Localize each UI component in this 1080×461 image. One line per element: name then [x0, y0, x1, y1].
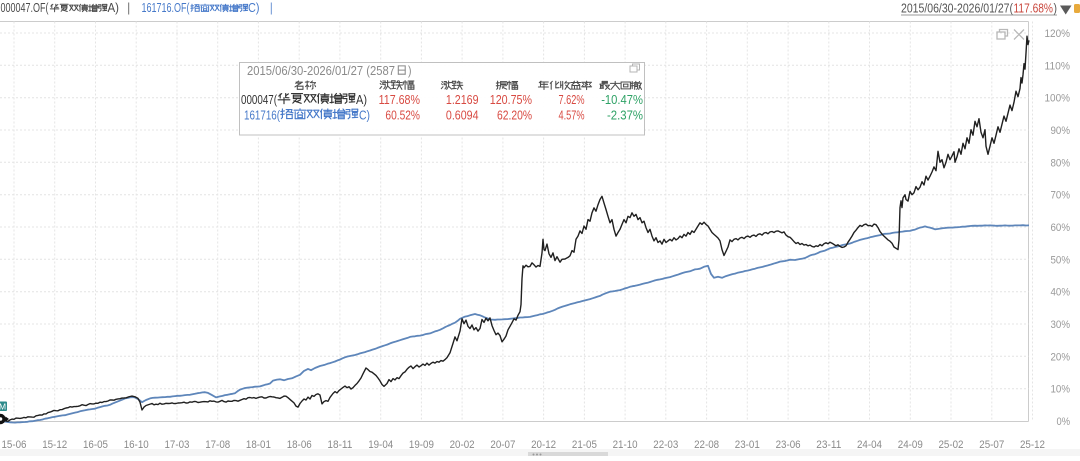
svg-text:60.52%: 60.52%	[385, 109, 420, 123]
svg-text:10%: 10%	[1051, 384, 1071, 396]
svg-text:-10.47%: -10.47%	[601, 93, 643, 107]
svg-text:90%: 90%	[1051, 125, 1071, 137]
svg-text:20-07: 20-07	[490, 439, 515, 451]
svg-text:A): A)	[356, 93, 367, 107]
svg-text:62.20%: 62.20%	[497, 109, 532, 123]
svg-text:15-12: 15-12	[42, 439, 67, 451]
svg-text:C): C)	[359, 109, 370, 123]
svg-text:0%: 0%	[1057, 416, 1071, 428]
svg-text:117.68%: 117.68%	[1014, 2, 1054, 16]
svg-text:1.2169: 1.2169	[446, 93, 479, 107]
svg-text:19-04: 19-04	[368, 439, 393, 451]
svg-text:7.62%: 7.62%	[559, 93, 585, 107]
svg-text:70%: 70%	[1051, 190, 1071, 202]
svg-text:M: M	[0, 402, 6, 412]
svg-text:20-12: 20-12	[531, 439, 556, 451]
svg-text:20%: 20%	[1051, 351, 1071, 363]
svg-text:17-08: 17-08	[205, 439, 230, 451]
svg-text:17-03: 17-03	[165, 439, 190, 451]
svg-text:24-09: 24-09	[898, 439, 923, 451]
svg-text:): )	[1054, 2, 1058, 16]
svg-text:25-02: 25-02	[939, 439, 964, 451]
svg-text:21-05: 21-05	[572, 439, 597, 451]
svg-text:18-06: 18-06	[287, 439, 312, 451]
svg-text:19-09: 19-09	[409, 439, 434, 451]
svg-text:|: |	[270, 1, 273, 15]
svg-text:23-01: 23-01	[735, 439, 760, 451]
svg-text:C): C)	[248, 1, 260, 15]
svg-text:22-08: 22-08	[694, 439, 719, 451]
svg-text:18-01: 18-01	[246, 439, 271, 451]
svg-text:25-07: 25-07	[979, 439, 1004, 451]
svg-text:16-05: 16-05	[83, 439, 108, 451]
svg-text:40%: 40%	[1051, 287, 1071, 299]
svg-text:15-06: 15-06	[2, 439, 27, 451]
svg-text:23-06: 23-06	[776, 439, 801, 451]
svg-text:50%: 50%	[1051, 254, 1071, 266]
svg-text:-2.37%: -2.37%	[607, 109, 643, 123]
svg-text:000047.OF(: 000047.OF(	[1, 1, 50, 15]
svg-text:22-03: 22-03	[653, 439, 678, 451]
svg-text:23-11: 23-11	[816, 439, 841, 451]
svg-text:30%: 30%	[1051, 319, 1071, 331]
svg-text:000047(: 000047(	[241, 93, 278, 107]
svg-text:117.68%: 117.68%	[379, 93, 420, 107]
svg-text:A): A)	[108, 1, 120, 15]
svg-text:0.6094: 0.6094	[446, 109, 479, 123]
svg-text:4.57%: 4.57%	[559, 109, 585, 123]
svg-text:2015/06/30-2026/01/27(: 2015/06/30-2026/01/27(	[901, 2, 1014, 16]
svg-text:110%: 110%	[1045, 60, 1071, 72]
svg-text:20-02: 20-02	[450, 439, 475, 451]
svg-text:120.75%: 120.75%	[490, 93, 532, 107]
svg-text:16-10: 16-10	[124, 439, 149, 451]
svg-text:2015/06/30-2026/01/27 (2587: 2015/06/30-2026/01/27 (2587	[247, 64, 395, 78]
svg-text:120%: 120%	[1045, 28, 1071, 40]
svg-text:24-04: 24-04	[857, 439, 882, 451]
svg-text:80%: 80%	[1051, 157, 1071, 169]
svg-text:60%: 60%	[1051, 222, 1071, 234]
svg-text:100%: 100%	[1045, 93, 1071, 105]
svg-text:): )	[408, 64, 412, 78]
svg-text:161716.OF(: 161716.OF(	[142, 1, 191, 15]
svg-text:161716(: 161716(	[244, 109, 281, 123]
svg-text:|: |	[128, 1, 131, 15]
svg-text:18-11: 18-11	[327, 439, 352, 451]
svg-text:21-10: 21-10	[613, 439, 638, 451]
svg-text:25-12: 25-12	[1020, 439, 1045, 451]
